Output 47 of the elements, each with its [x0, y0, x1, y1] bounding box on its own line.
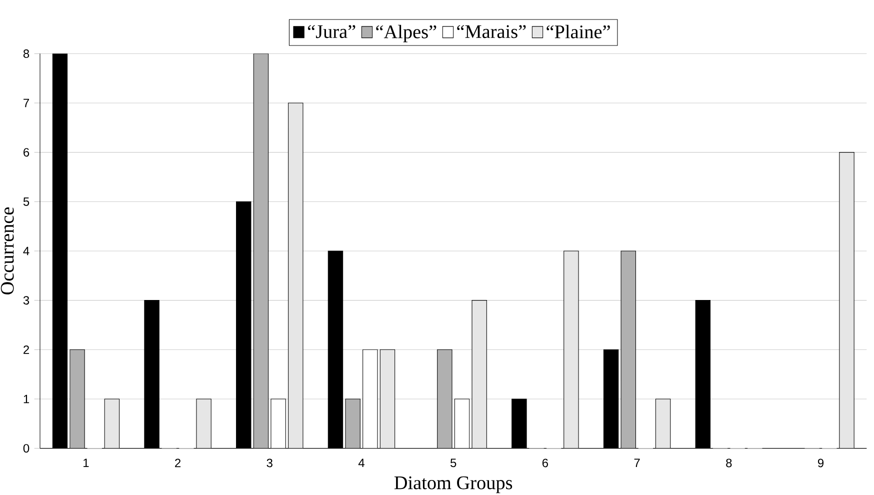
x-tick-label: 5 — [450, 458, 456, 468]
bar — [70, 349, 85, 448]
bar — [362, 349, 378, 448]
y-tick-label: 4 — [23, 246, 30, 256]
x-tick-label: 7 — [634, 458, 640, 467]
bar — [437, 349, 452, 448]
bar — [345, 398, 360, 448]
legend-label: “Marais” — [457, 25, 526, 38]
y-tick-label: 7 — [24, 98, 29, 108]
bar — [328, 250, 344, 448]
bar — [270, 398, 286, 448]
bar — [603, 349, 619, 448]
x-tick-label: 9 — [818, 458, 824, 468]
legend-label: “Plaine” — [546, 24, 610, 38]
bar — [104, 398, 120, 448]
bar — [656, 398, 670, 448]
x-tick-label: 8 — [726, 458, 732, 468]
x-tick-label: 4 — [358, 458, 364, 467]
y-tick-label: 2 — [24, 345, 29, 354]
y-tick-label: 5 — [23, 197, 30, 206]
bar — [288, 102, 303, 448]
bar — [839, 152, 854, 448]
x-tick-label: 2 — [175, 458, 181, 468]
bar — [144, 300, 160, 448]
bar — [52, 54, 68, 448]
bar — [620, 250, 636, 448]
bar — [512, 398, 527, 448]
bar — [236, 201, 252, 448]
x-tick-label: 3 — [266, 458, 272, 468]
bar — [472, 300, 487, 448]
bar — [564, 250, 579, 448]
bar — [253, 54, 269, 448]
x-tick-label: 1 — [84, 458, 89, 467]
legend-label: “Alpes” — [376, 24, 436, 42]
bar — [196, 398, 212, 448]
y-axis-title: Occurrence — [0, 207, 14, 294]
y-tick-label: 8 — [23, 49, 30, 58]
y-tick-label: 1 — [24, 394, 30, 404]
bar — [695, 300, 710, 448]
y-tick-label: 0 — [23, 444, 30, 453]
y-tick-label: 3 — [23, 296, 30, 305]
y-tick-label: 6 — [24, 148, 30, 157]
x-axis-title: Diatom Groups — [394, 476, 512, 494]
bar — [454, 398, 470, 448]
x-tick-label: 6 — [542, 458, 548, 468]
bar — [380, 350, 395, 448]
legend-label: “Jura” — [308, 25, 356, 38]
